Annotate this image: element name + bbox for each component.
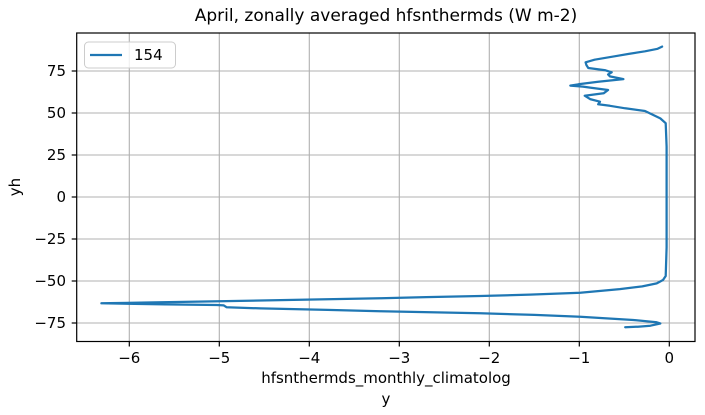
legend: 154 [84,41,176,69]
x-tick-label: −6 [118,349,140,367]
x-tick-label: −2 [478,349,500,367]
x-tick-label: −5 [208,349,230,367]
y-tick-label: 75 [47,62,66,80]
x-axis-label-line1: hfsnthermds_monthly_climatolog [261,369,511,388]
x-tick-label: 0 [665,349,675,367]
legend-box [84,41,176,69]
y-tick-label: −25 [34,230,66,248]
x-axis-label-line2: y [382,390,391,408]
y-tick-label: 0 [56,188,66,206]
plot-area [76,33,695,342]
y-axis-label: yh [6,178,24,196]
series-line-154 [100,45,668,329]
tick-marks [71,70,670,347]
legend-entry-label: 154 [134,46,163,64]
chart-title: April, zonally averaged hfsnthermds (W m… [195,6,577,26]
axes-frame [76,32,696,343]
x-tick-label: −3 [388,349,410,367]
y-tick-label: 50 [47,104,66,122]
y-tick-label: 25 [47,146,66,164]
tick-labels: −6 −5 −4 −3 −2 −1 0 75 50 25 0 −25 −50 −75 [34,62,674,367]
y-tick-label: −50 [34,272,66,290]
x-tick-label: −1 [568,349,590,367]
x-tick-label: −4 [298,349,320,367]
y-tick-label: −75 [34,314,66,332]
